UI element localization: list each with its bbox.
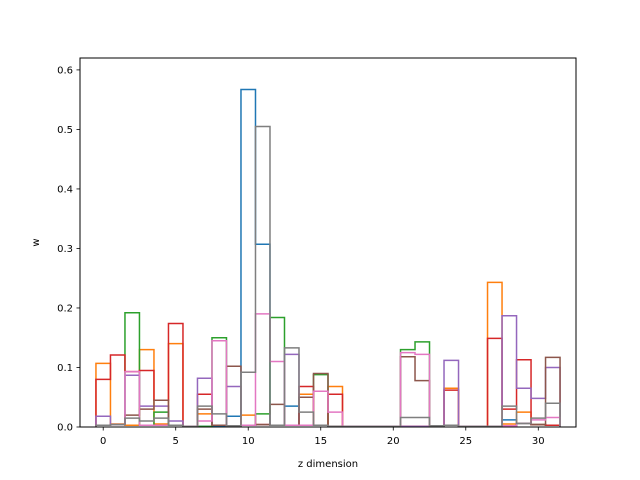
x-axis-label: z dimension bbox=[298, 459, 358, 470]
y-tick-label: 0.5 bbox=[57, 125, 73, 136]
x-axis: 0 5 10 15 20 25 30 bbox=[100, 427, 545, 447]
y-tick-label: 0.2 bbox=[57, 303, 73, 314]
x-tick-label: 30 bbox=[532, 436, 545, 447]
plot-frame bbox=[79, 57, 577, 428]
y-tick-label: 0.1 bbox=[57, 363, 73, 374]
y-tick-label: 0.0 bbox=[57, 423, 73, 434]
x-tick-label: 15 bbox=[314, 436, 327, 447]
x-tick-label: 5 bbox=[173, 436, 179, 447]
y-tick-label: 0.6 bbox=[57, 65, 73, 76]
x-tick-label: 0 bbox=[100, 436, 106, 447]
x-tick-label: 25 bbox=[459, 436, 472, 447]
x-tick-label: 10 bbox=[242, 436, 255, 447]
y-axis-label: w bbox=[31, 238, 42, 246]
series-layer bbox=[95, 88, 561, 428]
y-axis: 0.0 0.1 0.2 0.3 0.4 0.5 0.6 bbox=[57, 65, 80, 434]
series-line-8 bbox=[95, 125, 561, 428]
y-tick-label: 0.4 bbox=[57, 184, 73, 195]
y-tick-label: 0.3 bbox=[57, 244, 73, 255]
x-tick-label: 20 bbox=[387, 436, 400, 447]
